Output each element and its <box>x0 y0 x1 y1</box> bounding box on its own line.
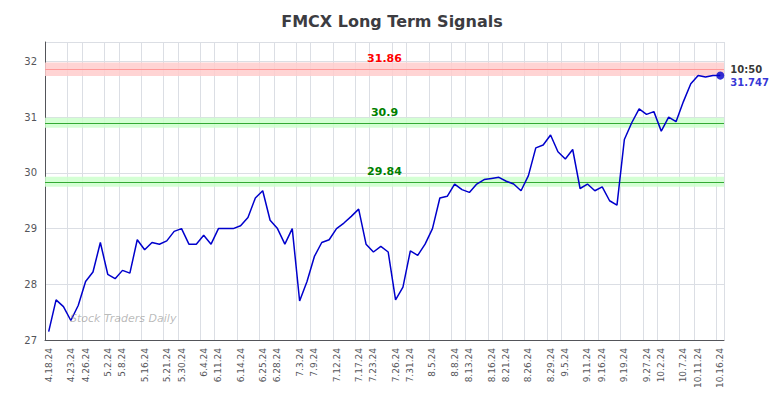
svg-text:8.13.24: 8.13.24 <box>464 348 474 383</box>
svg-text:28: 28 <box>24 279 37 290</box>
svg-text:8.8.24: 8.8.24 <box>450 348 460 377</box>
svg-text:10.11.24: 10.11.24 <box>693 348 703 388</box>
svg-text:FMCX Long Term Signals: FMCX Long Term Signals <box>281 12 503 31</box>
svg-text:31.86: 31.86 <box>367 52 402 65</box>
svg-text:31: 31 <box>24 112 37 123</box>
svg-text:8.21.24: 8.21.24 <box>501 348 511 383</box>
svg-text:5.30.24: 5.30.24 <box>177 348 187 383</box>
svg-text:4.18.24: 4.18.24 <box>44 348 54 383</box>
svg-text:7.26.24: 7.26.24 <box>391 348 401 383</box>
svg-text:10.2.24: 10.2.24 <box>656 348 666 383</box>
svg-text:31.747: 31.747 <box>730 77 769 88</box>
svg-text:10.7.24: 10.7.24 <box>678 348 688 383</box>
svg-text:9.16.24: 9.16.24 <box>597 348 607 383</box>
svg-text:7.3.24: 7.3.24 <box>295 348 305 377</box>
svg-text:5.8.24: 5.8.24 <box>117 348 127 377</box>
svg-text:Stock Traders Daily: Stock Traders Daily <box>70 312 177 325</box>
svg-text:9.11.24: 9.11.24 <box>582 348 592 383</box>
svg-text:9.27.24: 9.27.24 <box>642 348 652 383</box>
svg-text:5.2.24: 5.2.24 <box>103 348 113 377</box>
svg-text:30: 30 <box>24 167 37 178</box>
svg-text:4.23.24: 4.23.24 <box>66 348 76 383</box>
svg-text:8.16.24: 8.16.24 <box>487 348 497 383</box>
svg-text:29.84: 29.84 <box>367 165 402 178</box>
svg-text:6.28.24: 6.28.24 <box>272 348 282 383</box>
svg-text:7.17.24: 7.17.24 <box>354 348 364 383</box>
svg-text:8.29.24: 8.29.24 <box>546 348 556 383</box>
svg-text:6.25.24: 6.25.24 <box>258 348 268 383</box>
svg-text:29: 29 <box>24 223 37 234</box>
svg-text:27: 27 <box>24 335 37 346</box>
svg-text:32: 32 <box>24 56 37 67</box>
svg-text:10:50: 10:50 <box>730 64 762 75</box>
svg-text:6.11.24: 6.11.24 <box>213 348 223 383</box>
svg-text:7.23.24: 7.23.24 <box>368 348 378 383</box>
svg-text:5.21.24: 5.21.24 <box>162 348 172 383</box>
svg-text:7.12.24: 7.12.24 <box>332 348 342 383</box>
svg-text:5.16.24: 5.16.24 <box>140 348 150 383</box>
svg-text:6.14.24: 6.14.24 <box>236 348 246 383</box>
svg-text:8.5.24: 8.5.24 <box>427 348 437 377</box>
svg-text:9.5.24: 9.5.24 <box>560 348 570 377</box>
svg-text:6.4.24: 6.4.24 <box>199 348 209 377</box>
svg-text:7.31.24: 7.31.24 <box>405 348 415 383</box>
svg-text:10.16.24: 10.16.24 <box>715 348 725 388</box>
svg-text:7.9.24: 7.9.24 <box>309 348 319 377</box>
svg-text:30.9: 30.9 <box>371 106 398 119</box>
svg-text:9.19.24: 9.19.24 <box>619 348 629 383</box>
svg-text:8.26.24: 8.26.24 <box>523 348 533 383</box>
svg-text:4.26.24: 4.26.24 <box>81 348 91 383</box>
